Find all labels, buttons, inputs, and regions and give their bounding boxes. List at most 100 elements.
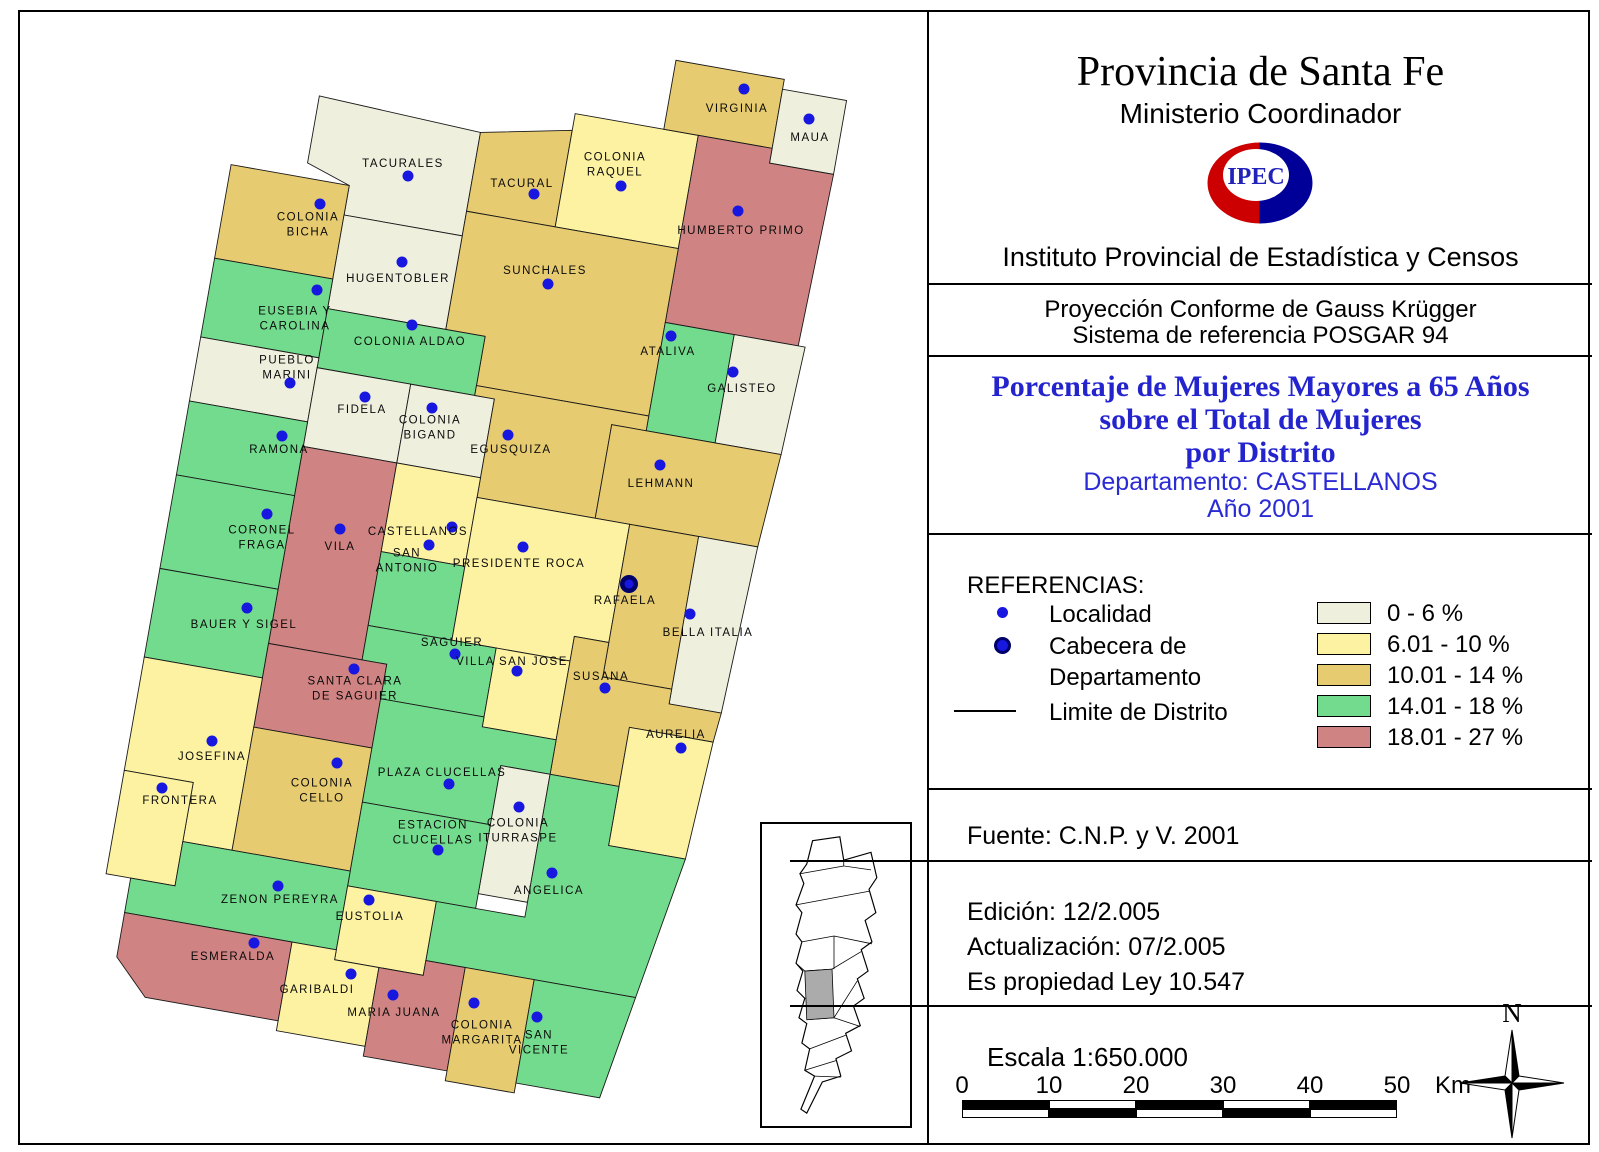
district-label-josefina: JOSEFINA	[178, 751, 246, 763]
district-label-eusebia-y-carolina: EUSEBIA Y	[258, 306, 331, 318]
source-text: Fuente: C.N.P. y V. 2001	[967, 822, 1240, 850]
localidad-marker-san-vicente	[531, 1011, 543, 1023]
divider	[929, 283, 1592, 285]
localidad-marker-vila	[334, 523, 346, 535]
localidad-marker-virginia	[738, 83, 750, 95]
scale-bar: 0 10 20 30 40 50 Km	[955, 1072, 1471, 1132]
scalebar-tick-0: 0	[955, 1072, 969, 1099]
localidad-marker-esmeralda	[248, 937, 260, 949]
province-border	[795, 836, 878, 1114]
scalebar-segment	[1310, 1100, 1397, 1109]
district-label-saguier: SAGUIER	[421, 637, 483, 649]
district-label-hugentobler: HUGENTOBLER	[346, 273, 450, 285]
district-label-colonia-iturraspe: COLONIA	[487, 818, 549, 830]
localidad-marker-tacurales	[402, 170, 414, 182]
district-label-frontera: FRONTERA	[142, 795, 217, 807]
edition-line: Edición: 12/2.005	[967, 898, 1161, 926]
district-label-esmeralda: ESMERALDA	[191, 951, 275, 963]
district-san-vicente	[515, 979, 637, 1099]
localidad-marker-eustolia	[363, 894, 375, 906]
cabecera-marker-core-rafaela	[624, 579, 634, 589]
limite-line-icon	[954, 710, 1016, 712]
map-title-line3: por Distrito	[1185, 436, 1336, 469]
localidad-marker-colonia-aldao	[406, 319, 418, 331]
localidad-marker-colonia-raquel	[615, 180, 627, 192]
update-line: Actualización: 07/2.005	[967, 933, 1226, 961]
ipec-logo-text: IPEC	[1227, 164, 1284, 190]
district-label-colonia-cello: CELLO	[299, 793, 344, 805]
district-label-colonia-iturraspe: ITURRASPE	[478, 833, 557, 845]
district-label-eusebia-y-carolina: CAROLINA	[260, 321, 331, 333]
district-label-humberto-primo: HUMBERTO PRIMO	[677, 225, 804, 237]
localidad-marker-susana	[599, 682, 611, 694]
district-label-colonia-raquel: RAQUEL	[587, 167, 643, 179]
localidad-marker-coronel-fraga	[261, 508, 273, 520]
property-line: Es propiedad Ley 10.547	[967, 968, 1245, 996]
localidad-marker-maria-juana	[387, 989, 399, 1001]
district-label-san-antonio: SAN	[393, 548, 421, 560]
localidad-marker-colonia-cello	[331, 757, 343, 769]
district-label-estacion-clucellas: ESTACION	[398, 820, 468, 832]
localidad-marker-sunchales	[542, 278, 554, 290]
scalebar-tick-50: 50	[1383, 1072, 1411, 1099]
district-label-villa-san-jose: VILLA SAN JOSE	[456, 656, 568, 668]
scalebar-segment	[1310, 1109, 1397, 1118]
district-label-plaza-clucellas: PLAZA CLUCELLAS	[378, 767, 507, 779]
map-title-line2: sobre el Total de Mujeres	[1099, 403, 1422, 436]
references-heading: REFERENCIAS:	[967, 572, 1145, 599]
localidad-marker-egusquiza	[502, 429, 514, 441]
district-label-presidente-roca: PRESIDENTE ROCA	[453, 558, 585, 570]
localidad-marker-san-antonio	[423, 539, 435, 551]
localidad-marker-saguier	[449, 648, 461, 660]
district-label-maua: MAUA	[790, 132, 829, 144]
scalebar-tick-40: 40	[1296, 1072, 1324, 1099]
district-label-colonia-bigand: BIGAND	[403, 430, 456, 442]
projection-line1: Proyección Conforme de Gauss Krügger	[1044, 296, 1477, 323]
localidad-marker-santa-clara-de-saguier	[348, 663, 360, 675]
localidad-marker-lehmann	[654, 459, 666, 471]
district-label-colonia-cello: COLONIA	[291, 778, 353, 790]
district-label-san-vicente: VICENTE	[509, 1045, 569, 1057]
cabecera-label: Cabecera de Departamento	[1049, 633, 1202, 691]
district-label-coronel-fraga: CORONEL	[228, 525, 295, 537]
district-map: TACURALES TACURAL COLONIA RAQUEL VIRGINIA MAU…	[105, 59, 848, 1099]
divider	[790, 1005, 1592, 1007]
divider	[929, 355, 1592, 357]
localidad-marker-presidente-roca	[517, 541, 529, 553]
localidad-marker-colonia-iturraspe	[513, 801, 525, 813]
scalebar-tick-10: 10	[1035, 1072, 1063, 1099]
district-label-fidela: FIDELA	[337, 404, 386, 416]
district-label-castellanos: CASTELLANOS	[368, 526, 468, 538]
map-title-department: Departamento: CASTELLANOS	[1083, 468, 1438, 496]
district-eustolia	[334, 885, 437, 976]
district-label-santa-clara-de-saguier: SANTA CLARA	[308, 676, 403, 688]
map-title-year: Año 2001	[1206, 495, 1315, 523]
district-label-santa-clara-de-saguier: DE SAGUIER	[312, 691, 398, 703]
localidad-marker-bauer-y-sigel	[241, 602, 253, 614]
province-outline	[795, 836, 878, 1114]
page-border	[18, 10, 1590, 1145]
district-label-colonia-bicha: BICHA	[287, 227, 330, 239]
localidad-marker-colonia-bicha	[314, 198, 326, 210]
localidad-marker-angelica	[546, 867, 558, 879]
projection-line2: Sistema de referencia POSGAR 94	[1072, 322, 1449, 349]
district-label-susana: SUSANA	[573, 671, 629, 683]
ipec-logo: IPEC	[1207, 142, 1313, 224]
legend-label-0: 0 - 6 %	[1387, 600, 1464, 627]
localidad-marker-villa-san-jose	[511, 665, 523, 677]
north-arrow: N	[1459, 998, 1565, 1139]
district-label-sunchales: SUNCHALES	[503, 265, 587, 277]
legend-label-1: 6.01 - 10 %	[1387, 631, 1510, 658]
localidad-marker-colonia-bigand	[426, 402, 438, 414]
district-label-virginia: VIRGINIA	[706, 103, 768, 115]
province-title: Provincia de Santa Fe	[1076, 49, 1445, 95]
localidad-marker-fidela	[359, 391, 371, 403]
ministry-subtitle: Ministerio Coordinador	[1119, 98, 1402, 129]
scalebar-segment	[1223, 1100, 1310, 1109]
inset-castellanos-highlight	[804, 968, 835, 1021]
legend-swatch-4	[1317, 726, 1371, 748]
localidad-marker-garibaldi	[345, 968, 357, 980]
localidad-marker-aurelia	[675, 742, 687, 754]
localidad-marker-castellanos	[446, 521, 458, 533]
